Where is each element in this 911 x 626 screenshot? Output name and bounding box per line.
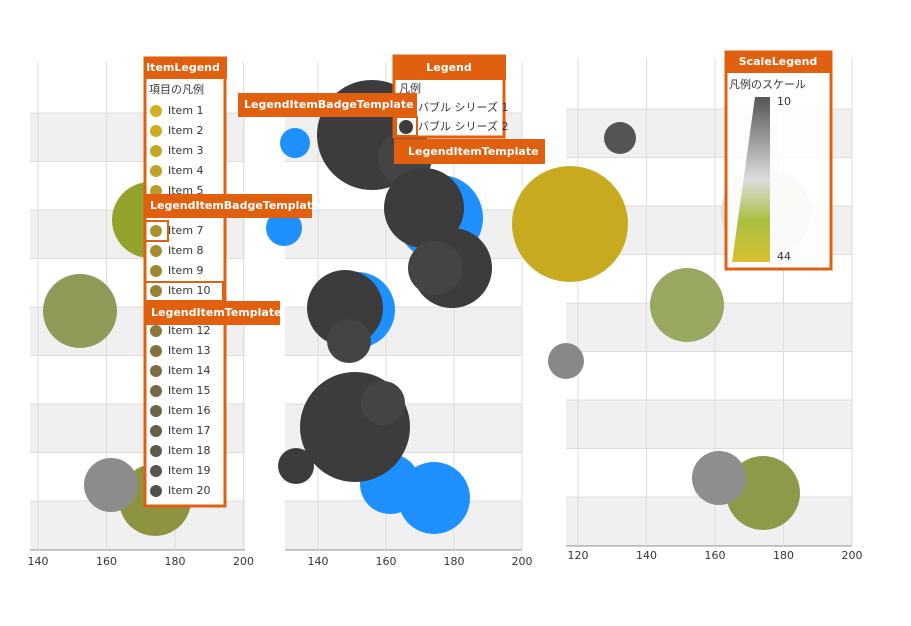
legend-item: Item 10: [168, 284, 211, 297]
legend-badge: [150, 245, 162, 257]
legend-item: Item 20: [168, 484, 211, 497]
x-tick-label: 200: [512, 555, 533, 568]
callout: LegendItemTemplate: [408, 145, 539, 158]
legend-badge: [150, 485, 162, 497]
legend-item: Item 4: [168, 164, 204, 177]
series-legend: Legend 凡例 バブル シリーズ 1 バブル シリーズ 2 LegendIt…: [238, 54, 545, 164]
legend-title: 項目の凡例: [149, 82, 204, 96]
scale-legend: ScaleLegend 凡例のスケール 10 44: [724, 50, 833, 271]
callout: LegendItemBadgeTemplate: [244, 98, 414, 111]
legend-badge: [150, 105, 162, 117]
legend-tag: ScaleLegend: [739, 55, 818, 68]
legend-item: Item 1: [168, 104, 204, 117]
legend-badge: [150, 145, 162, 157]
legend-tag: ItemLegend: [146, 61, 220, 74]
x-tick-label: 140: [636, 549, 657, 562]
legend-badge: [150, 265, 162, 277]
x-tick-label: 180: [444, 555, 465, 568]
legend-badge: [150, 345, 162, 357]
legend-item: Item 14: [168, 364, 211, 377]
callout: LegendItemTemplate: [151, 306, 282, 319]
legend-item: Item 2: [168, 124, 204, 137]
legend-badge: [150, 445, 162, 457]
legend-item: Item 9: [168, 264, 204, 277]
legend-item: Item 8: [168, 244, 204, 257]
x-tick-label: 140: [308, 555, 329, 568]
band: [566, 400, 852, 448]
legend-item: Item 12: [168, 324, 211, 337]
legend-badge: [150, 365, 162, 377]
legend-item: Item 18: [168, 444, 211, 457]
legend-title: 凡例: [399, 81, 421, 95]
x-tick-label: 120: [568, 549, 589, 562]
x-tick-label: 160: [96, 555, 117, 568]
legend-badge: [150, 325, 162, 337]
legend-badge: [150, 425, 162, 437]
legend-badge: [150, 285, 162, 297]
legend-badge: [150, 225, 162, 237]
legend-badge: [150, 125, 162, 137]
legend-item: Item 3: [168, 144, 204, 157]
x-tick-label: 200: [233, 555, 254, 568]
legend-item: バブル シリーズ 2: [418, 119, 508, 133]
legend-item: Item 7: [168, 224, 204, 237]
legend-tag: Legend: [426, 61, 472, 74]
legend-item: Item 17: [168, 424, 211, 437]
legend-item: Item 5: [168, 184, 204, 197]
band: [566, 497, 852, 545]
legend-item: Item 15: [168, 384, 211, 397]
legend-item: バブル シリーズ 1: [418, 100, 508, 114]
item-legend: ItemLegend 項目の凡例 Item 1 Item 2 Item 3 Item …: [143, 56, 320, 508]
x-tick-label: 160: [376, 555, 397, 568]
legend-title: 凡例のスケール: [729, 77, 806, 91]
legend-badge: [150, 465, 162, 477]
x-tick-label: 140: [28, 555, 49, 568]
callout: LegendItemBadgeTemplate: [150, 199, 320, 212]
x-tick-label: 160: [705, 549, 726, 562]
legend-item: Item 13: [168, 344, 211, 357]
legend-item: Item 16: [168, 404, 211, 417]
legend-badge: [150, 405, 162, 417]
legend-item: Item 19: [168, 464, 211, 477]
legend-badge: [150, 165, 162, 177]
legend-badge: [150, 385, 162, 397]
scale-label: 10: [777, 95, 791, 108]
x-tick-label: 200: [842, 549, 863, 562]
scale-label: 44: [777, 250, 791, 263]
x-tick-label: 180: [165, 555, 186, 568]
x-tick-label: 180: [773, 549, 794, 562]
